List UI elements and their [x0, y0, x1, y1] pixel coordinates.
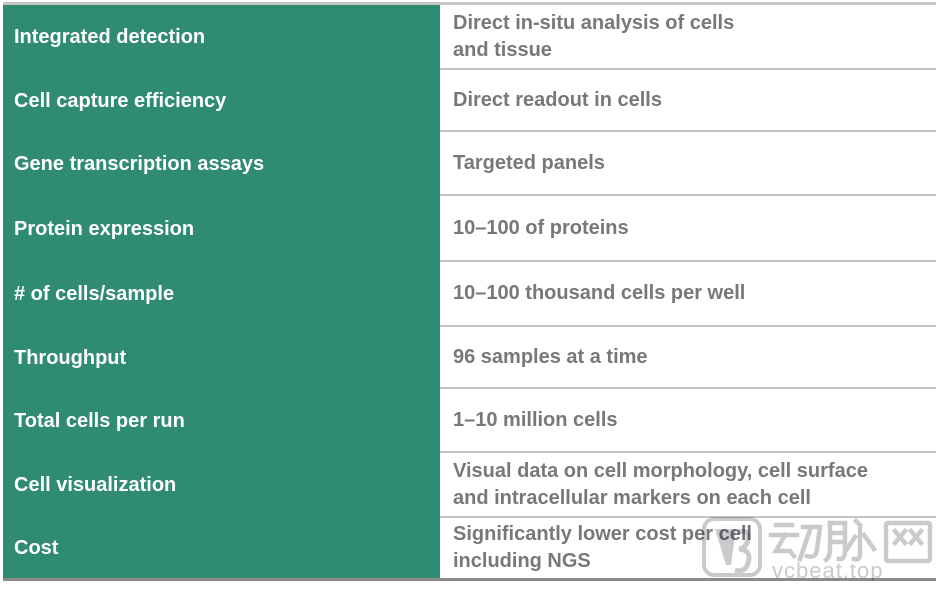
table-row: Integrated detection Direct in-situ anal… [3, 5, 936, 70]
feature-value-text: Visual data on cell morphology, cell sur… [453, 459, 868, 509]
feature-label-text: Throughput [14, 346, 127, 369]
feature-value: 10–100 thousand cells per well [440, 262, 936, 327]
feature-label: Cell visualization [3, 453, 440, 518]
feature-label-text: Integrated detection [14, 26, 206, 48]
feature-label: Total cells per run [3, 389, 440, 453]
feature-value: Direct in-situ analysis of cells and tis… [440, 5, 936, 70]
feature-label: Cost [3, 518, 440, 578]
feature-value: 96 samples at a time [440, 327, 936, 389]
feature-label-text: Total cells per run [14, 409, 185, 432]
feature-value: Visual data on cell morphology, cell sur… [440, 453, 936, 518]
feature-label: Protein expression [3, 196, 440, 262]
feature-value-text: Significantly lower cost per cell includ… [453, 523, 752, 572]
feature-value-text: 10–100 thousand cells per well [453, 282, 746, 304]
feature-value-text: 10–100 of proteins [453, 216, 629, 239]
feature-value: 10–100 of proteins [440, 196, 936, 262]
table-row: Cost Significantly lower cost per cell i… [3, 518, 936, 578]
table-row: Protein expression 10–100 of proteins [3, 196, 936, 262]
table-row: Throughput 96 samples at a time [3, 327, 936, 389]
feature-value: Targeted panels [440, 132, 936, 196]
feature-label: Cell capture efficiency [3, 70, 440, 132]
feature-value-text: 1–10 million cells [453, 408, 618, 431]
feature-table: Integrated detection Direct in-situ anal… [3, 2, 936, 581]
feature-value-text: Direct readout in cells [453, 88, 662, 111]
feature-label-text: Cell visualization [14, 474, 177, 496]
table-row: Cell capture efficiency Direct readout i… [3, 70, 936, 132]
feature-value: 1–10 million cells [440, 389, 936, 453]
feature-label-text: Protein expression [14, 217, 195, 240]
feature-label: Integrated detection [3, 5, 440, 70]
feature-label-text: # of cells/sample [14, 283, 175, 305]
feature-label: Throughput [3, 327, 440, 389]
feature-value: Direct readout in cells [440, 70, 936, 132]
feature-value: Significantly lower cost per cell includ… [440, 518, 936, 578]
feature-value-text: 96 samples at a time [453, 345, 648, 368]
feature-label-text: Cost [14, 536, 59, 559]
feature-label-text: Gene transcription assays [14, 152, 265, 175]
feature-value-text: Targeted panels [453, 151, 605, 174]
feature-value-text: Direct in-situ analysis of cells and tis… [453, 11, 735, 61]
feature-label: # of cells/sample [3, 262, 440, 327]
table-row: # of cells/sample 10–100 thousand cells … [3, 262, 936, 327]
feature-label-text: Cell capture efficiency [14, 89, 227, 112]
table-row: Gene transcription assays Targeted panel… [3, 132, 936, 196]
table-row: Cell visualization Visual data on cell m… [3, 453, 936, 518]
table-row: Total cells per run 1–10 million cells [3, 389, 936, 453]
feature-label: Gene transcription assays [3, 132, 440, 196]
